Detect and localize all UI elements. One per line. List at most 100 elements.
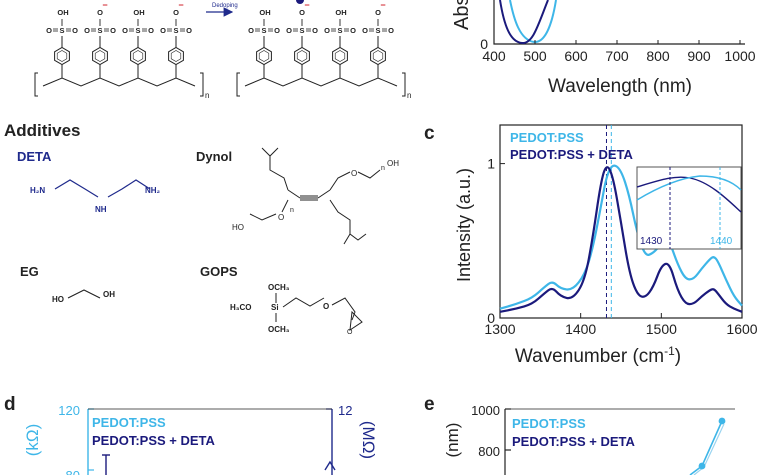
- svg-text:O: O: [324, 26, 330, 35]
- absorbance-axis-label: Abs: [451, 0, 473, 30]
- additives-heading: Additives: [4, 121, 81, 140]
- svg-text:O: O: [351, 169, 357, 178]
- svg-text:OH: OH: [387, 159, 399, 168]
- svg-text:O: O: [350, 26, 356, 35]
- svg-text:S: S: [173, 26, 178, 35]
- svg-text:800: 800: [478, 444, 500, 459]
- absorbance-panel-partial: Abs 0 400 500 600 700 800 900 1000 Wavelength …: [451, 0, 756, 97]
- raman-chart: 1300 1400 1500 1600 0 1: [484, 124, 758, 337]
- svg-text:O: O: [84, 26, 90, 35]
- svg-text:OCH₃: OCH₃: [268, 325, 290, 334]
- svg-text:OH: OH: [57, 8, 68, 17]
- eg-name: EG: [20, 264, 39, 279]
- svg-text:O: O: [323, 302, 329, 311]
- svg-text:O: O: [388, 26, 394, 35]
- raman-x-tick: 1600: [726, 321, 757, 337]
- absorbance-zero-tick: 0: [480, 36, 488, 52]
- dedoping-arrow: Dedoping: [206, 0, 304, 17]
- svg-text:O: O: [97, 8, 103, 17]
- svg-text:O: O: [148, 26, 154, 35]
- gops-name: GOPS: [200, 264, 238, 279]
- raman-y-tick: 1: [487, 156, 495, 172]
- panel-d-letter: d: [4, 394, 16, 415]
- svg-text:H₃CO: H₃CO: [230, 303, 251, 312]
- panel-e-partial: e 1000 800 (nm) PEDOT:PSS PEDOT:PSS + DE…: [424, 394, 735, 475]
- svg-text:OCH₃: OCH₃: [268, 283, 290, 292]
- svg-text:−: −: [102, 0, 107, 10]
- inset-tick-1430: 1430: [640, 236, 663, 247]
- raman-series-line: [499, 166, 743, 313]
- absorbance-x-tick: 600: [564, 48, 588, 64]
- inset-curve-pedot: [636, 175, 742, 201]
- svg-text:H₂N: H₂N: [30, 186, 45, 195]
- svg-text:O: O: [274, 26, 280, 35]
- svg-text:O: O: [375, 8, 381, 17]
- deta-name: DETA: [17, 149, 52, 164]
- raman-inset: 1430 1440: [636, 166, 742, 250]
- absorbance-x-tick: 500: [523, 48, 547, 64]
- svg-text:OH: OH: [259, 8, 270, 17]
- raman-x-tick: 1400: [565, 321, 596, 337]
- svg-text:O: O: [347, 329, 353, 336]
- dynol-structure: Dynol O n OH O n HO: [196, 147, 399, 245]
- svg-text:1000: 1000: [471, 403, 500, 418]
- svg-text:12: 12: [338, 403, 352, 418]
- absorbance-x-tick: 400: [482, 48, 506, 64]
- raman-x-axis-label: Wavenumber (cm-1): [515, 344, 681, 367]
- panel-e-legend-deta: PEDOT:PSS + DETA: [512, 434, 636, 449]
- svg-text:S: S: [337, 26, 342, 35]
- raman-y-tick: 0: [487, 310, 495, 326]
- svg-text:n: n: [290, 207, 294, 214]
- panel-d-legend-deta: PEDOT:PSS + DETA: [92, 433, 216, 448]
- svg-text:n: n: [381, 165, 385, 172]
- svg-text:HO: HO: [232, 223, 244, 232]
- absorbance-x-tick: 800: [646, 48, 670, 64]
- dynol-name: Dynol: [196, 149, 232, 164]
- panel-e-letter: e: [424, 394, 435, 415]
- svg-text:n: n: [205, 91, 209, 100]
- panel-e-legend-pedot: PEDOT:PSS: [512, 416, 586, 431]
- deta-structure: DETA H₂N NH NH₂: [17, 149, 161, 214]
- svg-text:S: S: [299, 26, 304, 35]
- raman-legend-deta: PEDOT:PSS + DETA: [510, 147, 634, 162]
- raman-x-tick: 1500: [646, 321, 677, 337]
- wavelength-axis-label: Wavelength (nm): [548, 76, 692, 97]
- panel-c-letter: c: [424, 123, 435, 144]
- absorbance-x-tick: 900: [687, 48, 711, 64]
- svg-text:O: O: [362, 26, 368, 35]
- svg-text:OH: OH: [335, 8, 346, 17]
- raman-y-axis-label: Intensity (a.u.): [454, 168, 474, 282]
- svg-text:S: S: [97, 26, 102, 35]
- svg-text:O: O: [299, 8, 305, 17]
- svg-text:OH: OH: [103, 290, 115, 299]
- svg-text:O: O: [186, 26, 192, 35]
- panel-d-partial: d 120 80 (kΩ) 12 (MΩ) PEDOT:PSS PEDOT:PS…: [4, 394, 378, 475]
- svg-text:(nm): (nm): [443, 423, 462, 458]
- svg-text:120: 120: [58, 403, 80, 418]
- eg-structure: EG HO OH: [20, 264, 115, 304]
- svg-text:S: S: [261, 26, 266, 35]
- svg-text:O: O: [312, 26, 318, 35]
- svg-text:(kΩ): (kΩ): [23, 424, 42, 457]
- panel-d-legend-pedot: PEDOT:PSS: [92, 415, 166, 430]
- svg-text:Si: Si: [271, 303, 279, 312]
- absorbance-curve-deta: [499, 0, 549, 44]
- svg-text:S: S: [135, 26, 140, 35]
- svg-text:O: O: [160, 26, 166, 35]
- svg-text:−: −: [304, 0, 309, 10]
- absorbance-x-tick: 700: [605, 48, 629, 64]
- svg-text:S: S: [59, 26, 64, 35]
- svg-text:NH₂: NH₂: [145, 186, 161, 195]
- svg-text:NH: NH: [95, 205, 107, 214]
- svg-text:O: O: [46, 26, 52, 35]
- raman-x-tick: 1300: [484, 321, 515, 337]
- svg-text:O: O: [286, 26, 292, 35]
- svg-text:HO: HO: [52, 295, 64, 304]
- inset-tick-1440: 1440: [710, 236, 733, 247]
- raman-legend-pedot: PEDOT:PSS: [510, 130, 584, 145]
- svg-text:OH: OH: [133, 8, 144, 17]
- svg-text:O: O: [278, 213, 284, 222]
